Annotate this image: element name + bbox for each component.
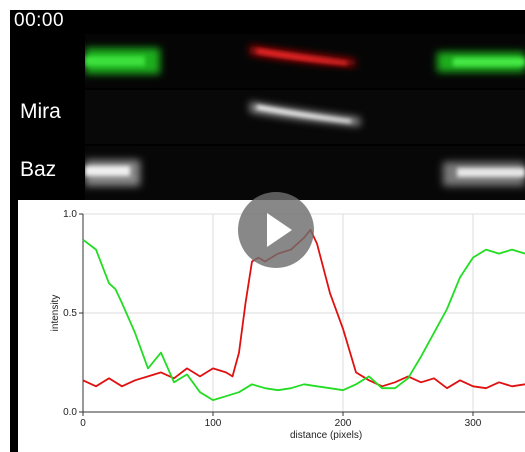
y-tick-label: 0.0 [63,407,77,418]
play-button[interactable] [238,192,314,268]
x-axis-title: distance (pixels) [290,430,362,441]
baz-channel-strip [85,146,525,200]
y-tick-label: 1.0 [63,209,77,220]
x-tick-label: 200 [335,418,352,429]
merge-channel-strip [85,34,525,88]
baz-channel-label: Baz [20,158,57,181]
x-tick-label: 0 [80,418,86,429]
mira-channel-label: Mira [20,100,61,123]
green-intensity-series-line [82,238,525,402]
x-tick-label: 100 [205,418,222,429]
timestamp-label: 00:00 [14,10,65,31]
y-axis-title: intensity [50,295,61,332]
mira-channel-strip [85,90,525,144]
x-tick-label: 300 [465,418,482,429]
y-tick-label: 0.5 [63,308,77,319]
video-frame: 00:00 Mira Baz [10,10,525,452]
play-icon [267,213,292,247]
